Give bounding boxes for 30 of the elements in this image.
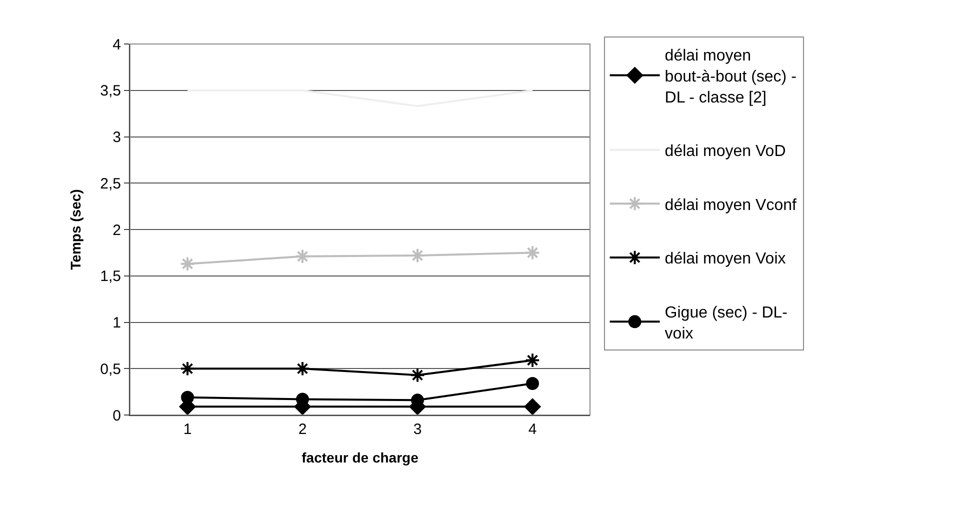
y-tick-label: 1 <box>112 314 121 332</box>
y-tick-label: 2 <box>112 222 121 239</box>
y-tick-label: 0 <box>112 407 121 424</box>
point <box>181 390 194 404</box>
y-axis-title: Temps (sec) <box>68 189 84 270</box>
x-axis-title: facteur de charge <box>302 449 419 466</box>
legend-label: délai moyen bout-à-bout (sec) - DL - classe [2] <box>664 48 796 106</box>
point <box>294 361 310 376</box>
point <box>410 368 426 383</box>
point <box>180 361 196 376</box>
y-tick-label: 3,5 <box>100 82 121 100</box>
point <box>180 256 196 272</box>
legend-label: Gigue (sec) - DL- voix <box>664 304 788 342</box>
y-tick-label: 2,5 <box>100 175 121 192</box>
point <box>524 398 541 415</box>
x-tick-label: 4 <box>528 421 537 438</box>
point <box>524 245 540 260</box>
legend-label: délai moyen Vconf <box>664 196 797 214</box>
point <box>524 352 540 368</box>
x-tick-label: 2 <box>298 421 307 438</box>
y-tick-label: 0,5 <box>100 360 121 378</box>
x-tick-label: 3 <box>413 421 422 438</box>
x-tick-label: 1 <box>183 421 192 438</box>
point <box>294 248 310 264</box>
legend-label: délai moyen Voix <box>664 250 786 268</box>
legend-label: délai moyen VoD <box>664 143 786 160</box>
y-tick-label: 4 <box>112 36 121 54</box>
y-tick-label: 3 <box>112 129 121 146</box>
y-tick-label: 1,5 <box>100 268 121 286</box>
point <box>526 376 539 390</box>
